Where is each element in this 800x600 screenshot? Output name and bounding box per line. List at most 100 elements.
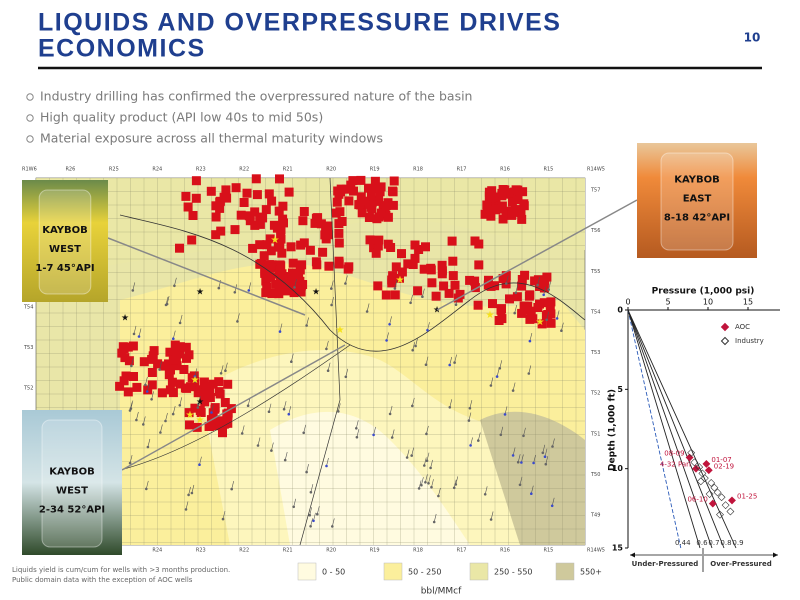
land-block bbox=[310, 218, 320, 228]
township-label: T52 bbox=[23, 386, 33, 392]
land-block bbox=[256, 259, 266, 268]
land-block bbox=[172, 361, 182, 371]
y-tick-label: 5 bbox=[617, 385, 623, 394]
well bbox=[411, 404, 414, 408]
well bbox=[560, 329, 563, 333]
well-stick bbox=[515, 284, 519, 293]
land-block bbox=[526, 306, 536, 316]
land-block bbox=[188, 211, 198, 220]
well-stick bbox=[412, 397, 415, 406]
well bbox=[184, 508, 188, 511]
land-block bbox=[184, 408, 194, 418]
land-block bbox=[388, 187, 398, 197]
well-stick bbox=[338, 403, 341, 412]
land-block bbox=[175, 342, 185, 352]
well bbox=[477, 439, 480, 442]
star: ★ bbox=[196, 398, 204, 408]
well bbox=[528, 339, 532, 343]
well bbox=[172, 337, 175, 341]
land-block bbox=[252, 190, 262, 200]
well bbox=[437, 494, 440, 498]
land-block bbox=[395, 273, 404, 283]
legend-swatch bbox=[297, 562, 317, 581]
range-label: R16 bbox=[500, 548, 510, 554]
bottle bbox=[38, 189, 92, 295]
land-block bbox=[210, 404, 220, 414]
photo-label: 2-34 52°API bbox=[39, 505, 105, 516]
land-block bbox=[390, 290, 400, 300]
legend-marker bbox=[720, 322, 730, 332]
legend-label: 550+ bbox=[580, 568, 602, 577]
land-block bbox=[218, 428, 227, 438]
well bbox=[190, 491, 194, 495]
land-block bbox=[186, 382, 196, 392]
footnote: Public domain data with the exception of… bbox=[12, 576, 193, 584]
land-block bbox=[465, 275, 475, 285]
well-stick bbox=[415, 337, 418, 347]
well-stick bbox=[556, 310, 560, 319]
well bbox=[135, 418, 138, 422]
well-stick bbox=[356, 429, 360, 438]
land-block bbox=[287, 277, 297, 287]
yield-zone bbox=[270, 411, 470, 545]
land-block bbox=[132, 382, 142, 392]
range-label: R19 bbox=[370, 548, 380, 554]
land-block bbox=[334, 256, 344, 266]
data-point bbox=[728, 496, 736, 505]
well-stick bbox=[317, 506, 320, 515]
land-block bbox=[211, 201, 221, 211]
well-stick bbox=[331, 280, 334, 289]
well bbox=[146, 445, 150, 449]
land-block bbox=[311, 257, 321, 267]
land-block bbox=[167, 377, 177, 387]
land-block bbox=[147, 380, 157, 390]
land-block bbox=[336, 184, 346, 194]
well bbox=[130, 364, 133, 368]
well bbox=[452, 486, 456, 490]
well bbox=[330, 303, 333, 307]
range-label: R18 bbox=[413, 548, 423, 554]
land-block bbox=[196, 408, 206, 417]
well bbox=[287, 412, 291, 416]
x-tick-label: 0 bbox=[625, 298, 630, 307]
well bbox=[469, 444, 472, 447]
well bbox=[372, 433, 375, 437]
land-block bbox=[517, 308, 527, 318]
well-stick bbox=[431, 479, 434, 488]
well-stick bbox=[291, 353, 294, 362]
star: ★ bbox=[271, 235, 280, 246]
well-stick bbox=[418, 480, 422, 489]
photo bbox=[22, 180, 108, 302]
well-stick bbox=[391, 429, 395, 438]
well-stick bbox=[332, 518, 335, 527]
land-block bbox=[276, 229, 286, 239]
land-block bbox=[244, 211, 254, 221]
well-stick bbox=[543, 286, 546, 295]
well bbox=[128, 409, 132, 412]
land-block bbox=[258, 213, 268, 223]
well-stick bbox=[179, 314, 183, 323]
range-label: R17 bbox=[457, 548, 467, 554]
land-block bbox=[542, 272, 552, 282]
well-stick bbox=[271, 442, 274, 451]
well bbox=[498, 367, 502, 370]
land-block bbox=[470, 276, 480, 286]
range-label: R18 bbox=[413, 167, 423, 173]
legend-label: AOC bbox=[735, 323, 750, 331]
well-stick bbox=[194, 368, 198, 377]
land-block bbox=[215, 389, 225, 399]
well bbox=[131, 289, 135, 292]
well bbox=[424, 481, 427, 484]
well-stick bbox=[136, 411, 139, 421]
range-label: R16 bbox=[500, 167, 510, 173]
well-stick bbox=[542, 444, 546, 453]
well-stick bbox=[159, 361, 162, 370]
star: ★ bbox=[536, 317, 545, 328]
data-point bbox=[692, 464, 700, 473]
well-stick bbox=[174, 277, 177, 286]
land-block bbox=[408, 260, 418, 269]
data-point bbox=[716, 510, 724, 519]
well bbox=[246, 404, 250, 408]
land-block bbox=[187, 235, 197, 245]
well-stick bbox=[132, 282, 136, 291]
